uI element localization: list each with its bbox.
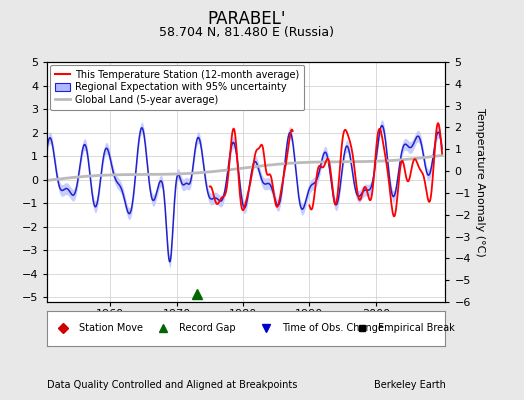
Text: Berkeley Earth: Berkeley Earth bbox=[374, 380, 445, 390]
Text: Empirical Break: Empirical Break bbox=[378, 323, 454, 333]
Text: Data Quality Controlled and Aligned at Breakpoints: Data Quality Controlled and Aligned at B… bbox=[47, 380, 298, 390]
Legend: This Temperature Station (12-month average), Regional Expectation with 95% uncer: This Temperature Station (12-month avera… bbox=[50, 65, 304, 110]
Text: Record Gap: Record Gap bbox=[179, 323, 235, 333]
Text: PARABEL': PARABEL' bbox=[207, 10, 286, 28]
Y-axis label: Temperature Anomaly (°C): Temperature Anomaly (°C) bbox=[475, 108, 485, 256]
Text: Time of Obs. Change: Time of Obs. Change bbox=[282, 323, 384, 333]
Text: Station Move: Station Move bbox=[79, 323, 143, 333]
Text: 58.704 N, 81.480 E (Russia): 58.704 N, 81.480 E (Russia) bbox=[159, 26, 334, 39]
